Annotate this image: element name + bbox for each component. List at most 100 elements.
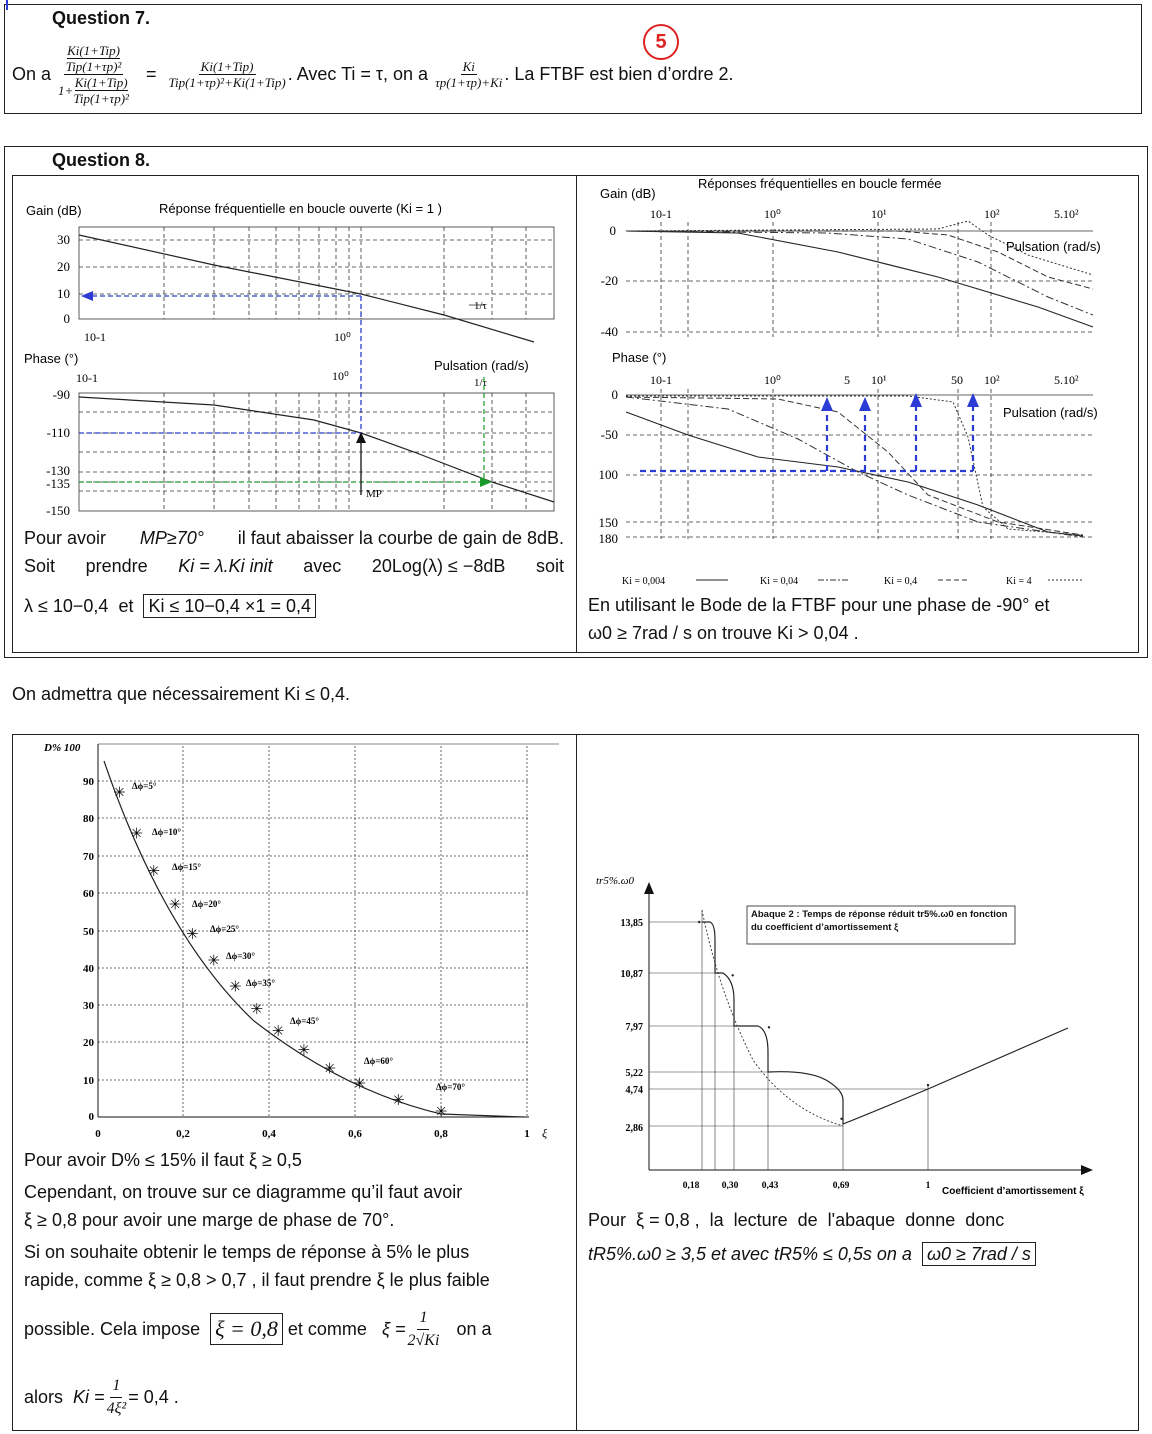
q7-frac1-den-frac: Ki(1+Tip) Tip(1+τp)² — [73, 75, 129, 106]
bo-gain-tick: 20 — [57, 259, 70, 274]
q8-l1a: Pour avoir — [24, 528, 107, 548]
br-t1: Pour ξ = 0,8 , la lecture de l'abaque do… — [588, 1210, 1005, 1230]
bo-mp-arrow-head — [356, 432, 366, 443]
bf-phase-x-tick: 10-1 — [650, 373, 672, 387]
ab-xtick: 0,43 — [762, 1181, 779, 1191]
bf-gain-tick: -20 — [601, 273, 618, 288]
bo-phase-ticks: -90 -110 -130 -135 -150 — [46, 387, 70, 518]
q8-l2e: 20Log(λ) ≤ −8dB — [371, 556, 506, 576]
bf-phase-tick: 150 — [599, 515, 619, 530]
ab-ytick: 7,97 — [626, 1022, 644, 1033]
ov-annotation: Δϕ=10° — [152, 827, 181, 837]
q8-title: Question 8. — [52, 150, 151, 170]
bo-phase-grid — [78, 392, 555, 512]
ov-ytick: 40 — [83, 963, 95, 975]
bf-phase-tick: 180 — [599, 531, 619, 546]
bo-gain-ticks: 30 20 10 0 — [57, 232, 70, 326]
bf-title: Réponses fréquentielles en boucle fermée — [698, 177, 942, 191]
ov-xi: ξ — [542, 1126, 548, 1140]
q7-avec: . Avec Ti = τ, on a — [287, 64, 429, 84]
bf-phase-curve-1 — [625, 411, 1084, 537]
bf-legend-item: Ki = 0,04 — [760, 576, 798, 587]
bl-t6c: et comme — [287, 1319, 367, 1339]
q8-left-line2: Soit prendre Ki = λ.Ki init avec 20Log(λ… — [24, 552, 564, 580]
ab-xtick: 0,18 — [683, 1181, 700, 1191]
q7-on-a: On a — [12, 64, 52, 84]
q8-right-line2: ω0 ≥ 7rad / s on trouve Ki > 0,04 . — [588, 623, 859, 643]
bf-gain-curve-1 — [625, 230, 1094, 328]
admit-line: On admettra que nécessairement Ki ≤ 0,4. — [12, 684, 351, 704]
bf-gain-grid — [626, 222, 1093, 337]
q7-frac1: Ki(1+Tip) Tip(1+τp)² 1+ Ki(1+Tip) Tip(1+… — [56, 43, 131, 106]
ov-annotation: Δϕ=35° — [246, 978, 275, 988]
bo-gain-curve — [78, 234, 535, 343]
ov-grid — [98, 746, 529, 1116]
bf-blue-verticals — [825, 405, 975, 471]
ov-ytick: 80 — [83, 813, 95, 825]
ov-annotation: Δϕ=5° — [132, 781, 157, 791]
bf-gain-tick: -40 — [601, 324, 618, 339]
ov-point: ✳ — [186, 927, 199, 943]
ov-xtick: 0,8 — [434, 1128, 448, 1140]
ov-point: ✳ — [147, 864, 160, 880]
ab-ytick: 4,74 — [626, 1085, 644, 1096]
bf-phase-tick: 0 — [612, 387, 619, 402]
bf-gain-curve-4 — [625, 220, 1094, 276]
bo-gain-label: Gain (dB) — [26, 203, 82, 218]
bl-line7: alors Ki = 1 4ξ² = 0,4 . — [24, 1370, 179, 1424]
bf-legend-item: Ki = 0,4 — [884, 576, 917, 587]
bf-phase-ticks: 0 -50 100 150 180 — [599, 387, 619, 546]
q7-frac1-den-top: Ki(1+Tip) — [74, 74, 128, 91]
ov-ytick: 10 — [83, 1075, 95, 1087]
q8-right-panel — [576, 175, 1139, 653]
ab-xtick: 0,30 — [722, 1181, 739, 1191]
bf-phase-curve-2 — [625, 396, 1084, 538]
q7-frac2-top: Ki(1+Tip) — [198, 58, 256, 75]
bf-phase-x-tick: 10⁰ — [764, 373, 781, 387]
bf-phase-curve-4 — [626, 395, 1084, 536]
bl-t6-frac: 1 2√Ki — [406, 1307, 442, 1352]
q7-conclusion: . La FTBF est bien d’ordre 2. — [504, 64, 734, 84]
bo-phase-x-tick: 10⁰ — [332, 369, 349, 383]
ov-xtick: 0,2 — [176, 1128, 190, 1140]
bo-phase-x-tick: 10-1 — [76, 371, 98, 385]
bl-t6b: ξ = 0,8 — [210, 1313, 283, 1345]
q7-equals: = — [145, 64, 157, 84]
open-loop-bode: Gain (dB) Réponse fréquentielle en boucl… — [24, 201, 555, 518]
bf-phase-x-tick: 10² — [984, 373, 1000, 387]
bf-legend: Ki = 0,004 Ki = 0,04 Ki = 0,4 Ki = 4 — [622, 576, 1084, 587]
bf-x-tick: 10¹ — [871, 207, 887, 221]
ov-point: ✳ — [392, 1093, 405, 1109]
ov-point: ✳ — [113, 785, 126, 801]
ov-ytick: 70 — [83, 851, 95, 863]
ab-dotted — [701, 909, 844, 1127]
ov-xtick: 0,6 — [348, 1128, 362, 1140]
bf-gain-ticks: 0 -20 -40 — [601, 223, 618, 339]
bf-phase-pulsation: Pulsation (rad/s) — [1003, 405, 1098, 420]
bl-t3: ξ ≥ 0,8 pour avoir une marge de phase de… — [24, 1210, 395, 1230]
q8-left-line3: λ ≤ 10−0,4 et Ki ≤ 10−0,4 ×1 = 0,4 — [24, 592, 316, 620]
bf-gain-curve-3 — [626, 230, 1094, 290]
bl-t6d: ξ = — [381, 1319, 406, 1339]
ov-xtick: 0,4 — [262, 1128, 276, 1140]
bl-t2: Cependant, on trouve sur ce diagramme qu… — [24, 1182, 463, 1202]
q8-l3a: λ ≤ 10−0,4 — [24, 596, 109, 616]
q7-frac3-bot: τp(1+τp)+Ki — [435, 74, 503, 90]
q8-l1c: il faut abaisser la courbe de gain de 8d… — [237, 528, 564, 548]
ov-ytick: 90 — [83, 776, 95, 788]
bf-phase-grid — [626, 389, 1093, 539]
ab-point — [767, 1026, 771, 1029]
bo-phase-tick: -130 — [46, 463, 70, 478]
ov-ytick: 60 — [83, 888, 95, 900]
score-badge-text: 5 — [655, 31, 667, 53]
ab-point — [698, 920, 701, 924]
bo-phase-tick: -110 — [47, 425, 70, 440]
q7-frac2: Ki(1+Tip) Tip(1+τp)²+Ki(1+Tip) — [166, 59, 287, 90]
abaque-chart: tr5%.ω0 Abaque 2 : Temps de réponse rédu… — [596, 875, 1093, 1197]
ov-point: ✳ — [208, 953, 221, 969]
ov-annotation: Δϕ=25° — [210, 924, 239, 934]
ab-ytick: 5,22 — [626, 1068, 644, 1079]
bf-x-tick: 10² — [984, 207, 1000, 221]
bl-t6a: possible. Cela impose — [24, 1319, 201, 1339]
ab-xtick: 0,69 — [833, 1181, 850, 1191]
